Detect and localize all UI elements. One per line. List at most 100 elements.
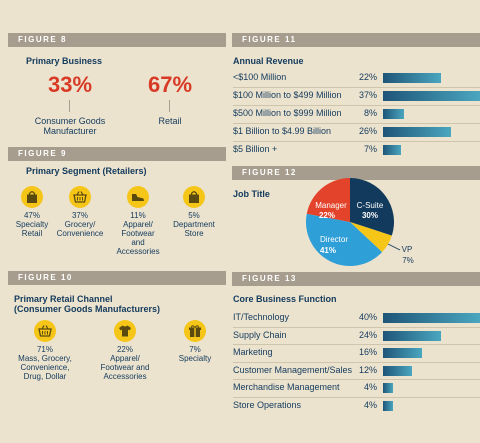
revenue-category-label: $500 Million to $999 Million [233, 108, 342, 118]
revenue-row-divider [233, 141, 480, 142]
fig9-pct: 11% [130, 211, 146, 220]
revenue-category-label: $1 Billion to $4.99 Billion [233, 126, 332, 136]
figure-11-header: FIGURE 11 [232, 33, 480, 47]
revenue-row: $500 Million to $999 Million 8% [233, 106, 480, 122]
function-row: Store Operations 4% [233, 398, 480, 414]
fig9-label: Specialty [15, 220, 49, 229]
figure-9-title: Primary Segment (Retailers) [26, 166, 147, 176]
shopping-basket-icon [69, 186, 91, 208]
fig10-pct: 71% [36, 345, 53, 354]
pie-slice-manager [306, 178, 350, 222]
pie-label-vp-name: VP [402, 245, 413, 254]
fig10-label: Apparel/ [110, 354, 140, 363]
fig10-label: Footwear and [100, 363, 150, 372]
figure-8-header: FIGURE 8 [8, 33, 226, 47]
function-value-label: 16% [358, 347, 377, 357]
fig8-label-0-line2: Manufacturer [43, 126, 97, 136]
pie-label-director-value: 41% [320, 246, 336, 255]
revenue-row-divider [233, 87, 480, 88]
revenue-row: $100 Million to $499 Million 37% [233, 88, 480, 104]
revenue-row-divider [233, 123, 480, 124]
figure-10-title: Primary Retail Channel (Consumer Goods M… [14, 294, 160, 314]
revenue-row-divider [233, 105, 480, 106]
fig9-label: Store [184, 229, 204, 238]
function-bar [383, 313, 480, 323]
function-row: Supply Chain 24% [233, 328, 480, 344]
function-bar [383, 383, 393, 393]
shopping-bag-icon [183, 186, 205, 208]
fig10-title-line1: Primary Retail Channel [14, 294, 113, 304]
figure-12-title: Job Title [233, 189, 270, 199]
fig9-item: 37% Grocery/Convenience [52, 186, 108, 238]
fig8-label-0-line1: Consumer Goods [34, 116, 106, 126]
function-category-label: Merchandise Management [233, 382, 340, 392]
pie-label-manager-value: 22% [319, 211, 335, 220]
revenue-category-label: $5 Billion + [233, 144, 278, 154]
fig9-pct: 37% [71, 211, 88, 220]
revenue-value-label: 8% [363, 108, 377, 118]
fig8-pct-1: 67% [147, 72, 193, 97]
pie-slice-director [306, 213, 383, 266]
fig9-label: Convenience [56, 229, 104, 238]
fig10-title-line2: (Consumer Goods Manufacturers) [14, 304, 161, 314]
fig9-item: 11% Apparel/Footwear and Accessories [110, 186, 166, 256]
fig9-label: and [131, 238, 145, 247]
figure-10-header: FIGURE 10 [8, 271, 226, 285]
pie-slice-csuite [350, 178, 394, 236]
function-category-label: IT/Technology [233, 312, 290, 322]
fig9-label: Department [173, 220, 215, 229]
shopping-basket-icon [34, 320, 56, 342]
fig10-label: Accessories [103, 372, 147, 381]
fig10-pct: 22% [116, 345, 133, 354]
revenue-row: $5 Billion + 7% [233, 142, 480, 158]
function-value-label: 4% [363, 382, 377, 392]
figure-8-title: Primary Business [26, 56, 103, 66]
revenue-category-label: $100 Million to $499 Million [233, 90, 342, 100]
function-row: Customer Management/Sales 12% [233, 363, 480, 379]
revenue-bar [383, 127, 451, 137]
fig8-divider-1 [169, 100, 170, 112]
function-value-label: 4% [363, 399, 377, 410]
function-row-divider [233, 344, 480, 345]
fig10-label: Drug, Dollar [23, 372, 67, 381]
fig8-pct-0: 33% [47, 72, 93, 97]
revenue-row: <$100 Million 22% [233, 70, 480, 86]
fig10-label: Convenience, [20, 363, 70, 372]
fig8-divider-0 [69, 100, 70, 112]
fig9-label: Retail [21, 229, 43, 238]
fig10-label: Mass, Grocery, [18, 354, 72, 363]
figure-13-header: FIGURE 13 [232, 272, 480, 286]
fig9-label: Accessories [116, 247, 160, 256]
pie-slice-vp [350, 222, 392, 253]
function-row-divider [233, 326, 480, 328]
fig8-label-1-line1: Retail [158, 116, 182, 126]
revenue-bar [383, 91, 480, 101]
figure-12-header: FIGURE 12 [232, 166, 480, 180]
function-bar [383, 348, 422, 358]
figure-11-title: Annual Revenue [233, 56, 304, 66]
shoe-icon [127, 186, 149, 208]
pie-label-vp-value: 7% [402, 256, 414, 265]
fig9-label: Footwear [121, 229, 155, 238]
fig10-item: 7% Specialty [160, 320, 230, 363]
pie-label-manager-name: Manager [315, 201, 347, 210]
revenue-value-label: 7% [363, 144, 377, 154]
tshirt-icon [114, 320, 136, 342]
revenue-value-label: 22% [358, 72, 377, 82]
function-bar [383, 400, 393, 411]
fig10-pct: 7% [189, 345, 201, 354]
function-value-label: 40% [358, 312, 377, 322]
revenue-value-label: 37% [358, 90, 377, 100]
figure-9-header: FIGURE 9 [8, 147, 226, 161]
fig10-item: 22% Apparel/Footwear and Accessories [90, 320, 160, 381]
revenue-bar [383, 109, 404, 119]
fig8-label-0: Consumer Goods Manufacturer [20, 116, 120, 136]
pie-label-csuite-name: C-Suite [357, 201, 384, 210]
fig9-item: 5% Department Store [166, 186, 222, 238]
function-row: IT/Technology 40% [233, 310, 480, 326]
shopping-bag-icon [21, 186, 43, 208]
revenue-value-label: 26% [358, 126, 377, 136]
fig10-label: Specialty [178, 354, 212, 363]
fig9-label: Grocery/ [64, 220, 96, 229]
